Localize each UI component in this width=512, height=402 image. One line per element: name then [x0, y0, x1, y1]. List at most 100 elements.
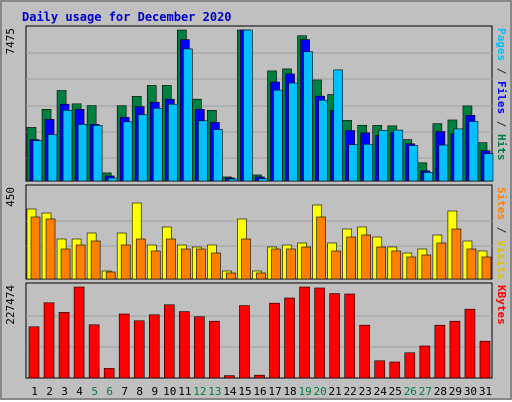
x-tick-label-2: 2 [46, 385, 53, 398]
x-tick-label-20: 20 [314, 385, 327, 398]
bar-kbytes-day-3 [58, 312, 70, 379]
bar-sites-day-6 [105, 271, 116, 280]
x-tick-label-21: 21 [329, 385, 342, 398]
bar-pages-day-23 [363, 143, 374, 182]
bar-kbytes-day-25 [389, 361, 401, 379]
bar-kbytes-day-21 [329, 293, 340, 379]
bar-pages-day-7 [122, 121, 133, 182]
x-tick-label-27: 27 [419, 385, 432, 398]
bar-pages-day-4 [77, 124, 88, 182]
x-tick-label-9: 9 [151, 385, 158, 398]
legend-sites: Sites [495, 187, 508, 221]
bar-sites-day-15 [241, 238, 251, 280]
bar-sites-day-5 [90, 240, 101, 280]
bar-pages-day-26 [408, 145, 419, 182]
bar-sites-day-13 [211, 252, 221, 280]
bar-kbytes-day-9 [148, 314, 160, 379]
x-tick-label-5: 5 [91, 385, 98, 398]
legend-kbytes: KBytes [495, 285, 508, 325]
x-tick-label-3: 3 [61, 385, 68, 398]
bar-sites-day-10 [165, 238, 176, 280]
chart-title: Daily usage for December 2020 [22, 10, 232, 24]
legend-kbytes-label: KBytes [495, 285, 508, 325]
legend-pages-files-hits: Pages / Files / Hits [495, 28, 508, 161]
bar-pages-day-8 [137, 114, 148, 182]
x-tick-label-25: 25 [389, 385, 402, 398]
legend-sites-visits: Sites / Visits [495, 187, 508, 280]
bar-kbytes-day-18 [284, 297, 295, 379]
x-tick-label-29: 29 [449, 385, 462, 398]
legend-hits: Hits [495, 134, 508, 161]
bar-kbytes-day-8 [133, 320, 145, 379]
bar-kbytes-day-15 [239, 305, 250, 379]
bar-kbytes-day-10 [163, 304, 175, 379]
bar-sites-day-25 [391, 250, 402, 280]
bar-pages-day-22 [348, 144, 358, 182]
bar-kbytes-day-1 [28, 326, 40, 379]
x-tick-label-12: 12 [193, 385, 206, 398]
legend-files: Files [495, 81, 508, 115]
x-tick-label-11: 11 [178, 385, 191, 398]
bar-kbytes-day-28 [434, 324, 446, 379]
bar-pages-day-17 [273, 89, 283, 182]
bar-pages-day-2 [47, 134, 58, 182]
bar-kbytes-day-13 [209, 320, 220, 379]
bar-sites-day-12 [196, 248, 206, 280]
x-tick-label-14: 14 [223, 385, 237, 398]
bar-sites-day-7 [120, 244, 131, 280]
legend-visits: Visits [495, 240, 508, 280]
bar-kbytes-day-11 [179, 311, 190, 379]
bar-pages-day-20 [318, 99, 328, 182]
bar-pages-day-19 [303, 51, 313, 182]
bar-sites-day-28 [436, 242, 447, 280]
bar-sites-day-1 [30, 216, 41, 280]
bar-kbytes-day-14 [224, 375, 235, 379]
bar-sites-day-9 [150, 250, 161, 280]
bar-kbytes-day-24 [374, 360, 386, 379]
bar-pages-day-13 [213, 129, 223, 182]
bar-pages-day-14 [228, 178, 238, 182]
x-tick-label-31: 31 [479, 385, 492, 398]
bar-pages-day-6 [107, 177, 118, 182]
bar-kbytes-day-7 [118, 313, 130, 379]
x-tick-label-7: 7 [121, 385, 128, 398]
bar-pages-day-16 [258, 178, 268, 182]
bar-pages-day-29 [453, 128, 464, 182]
bar-kbytes-day-4 [73, 286, 85, 379]
bar-pages-day-1 [32, 140, 43, 182]
x-tick-label-22: 22 [344, 385, 357, 398]
bar-pages-day-11 [183, 48, 193, 182]
bar-pages-day-21 [333, 69, 343, 182]
x-tick-label-10: 10 [163, 385, 176, 398]
bar-sites-day-26 [406, 256, 417, 280]
bar-pages-day-18 [288, 82, 298, 182]
bar-kbytes-day-17 [269, 302, 280, 379]
x-tick-label-23: 23 [359, 385, 372, 398]
bar-sites-day-17 [271, 248, 281, 280]
bar-kbytes-day-20 [314, 287, 325, 379]
bar-kbytes-day-19 [299, 286, 310, 379]
bar-kbytes-day-6 [103, 368, 115, 379]
bar-pages-day-5 [92, 125, 103, 182]
bar-sites-day-11 [181, 248, 191, 280]
bar-kbytes-day-26 [404, 352, 416, 379]
bar-pages-day-10 [167, 103, 178, 182]
bar-sites-day-20 [316, 216, 326, 280]
bar-sites-day-8 [135, 238, 146, 280]
x-tick-label-15: 15 [238, 385, 251, 398]
bar-sites-day-4 [75, 244, 86, 280]
bar-sites-day-23 [361, 234, 372, 280]
bar-kbytes-day-27 [419, 345, 431, 379]
bar-sites-day-27 [421, 254, 432, 280]
bar-sites-day-19 [301, 246, 311, 280]
bar-sites-day-30 [466, 248, 477, 280]
bar-sites-day-24 [376, 246, 387, 280]
bar-kbytes-day-29 [449, 320, 461, 379]
bar-sites-day-29 [451, 228, 462, 280]
bar-kbytes-day-2 [43, 302, 55, 379]
bar-sites-day-3 [60, 248, 71, 280]
bar-pages-day-25 [393, 129, 404, 182]
bar-kbytes-day-16 [254, 374, 265, 379]
x-tick-label-17: 17 [268, 385, 281, 398]
x-tick-label-24: 24 [374, 385, 388, 398]
